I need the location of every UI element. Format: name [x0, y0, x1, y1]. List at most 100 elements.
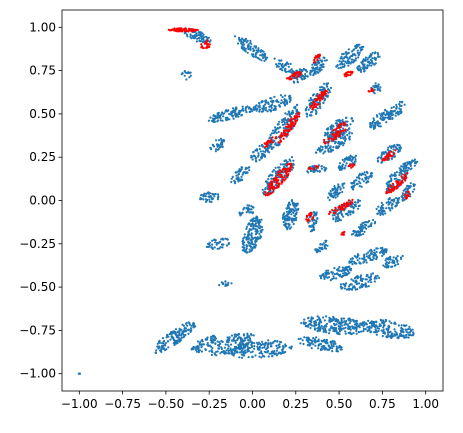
- data-point: [286, 133, 289, 136]
- data-point: [279, 68, 282, 71]
- data-point: [384, 318, 387, 321]
- data-point: [341, 324, 344, 327]
- data-point: [200, 345, 203, 348]
- data-point: [369, 172, 373, 175]
- data-point: [324, 327, 327, 330]
- data-point: [385, 265, 388, 269]
- x-tick-label: 1.00: [412, 397, 439, 411]
- data-point: [330, 130, 333, 134]
- data-point: [315, 211, 318, 214]
- data-point: [339, 166, 342, 169]
- data-point: [371, 120, 375, 123]
- data-point: [349, 157, 352, 160]
- data-point: [320, 165, 323, 168]
- data-point: [354, 154, 358, 157]
- data-point: [405, 328, 408, 331]
- data-point: [324, 272, 327, 275]
- data-point: [325, 315, 328, 318]
- data-point: [399, 104, 402, 107]
- data-point: [371, 258, 374, 261]
- data-point: [343, 64, 346, 67]
- data-point: [275, 131, 278, 135]
- data-point: [362, 254, 366, 257]
- data-point: [236, 115, 239, 118]
- data-point: [233, 349, 237, 353]
- data-point: [374, 325, 377, 329]
- data-point: [340, 129, 343, 133]
- data-point: [250, 234, 253, 237]
- data-point: [313, 61, 316, 64]
- data-point: [402, 331, 405, 334]
- data-point: [315, 112, 318, 115]
- data-point: [250, 343, 253, 346]
- data-point: [279, 94, 283, 97]
- data-point: [363, 69, 366, 72]
- data-point: [263, 59, 266, 63]
- data-point: [247, 356, 250, 359]
- data-point: [262, 105, 265, 108]
- data-point: [338, 143, 341, 146]
- data-point: [391, 259, 394, 262]
- data-point: [263, 350, 266, 353]
- data-point: [174, 341, 177, 345]
- data-point: [309, 69, 312, 72]
- data-point: [231, 348, 234, 351]
- data-point: [270, 344, 273, 348]
- data-point: [329, 211, 332, 214]
- data-point: [329, 190, 332, 193]
- data-point: [256, 343, 259, 346]
- data-point: [221, 145, 224, 148]
- data-point: [270, 106, 273, 109]
- data-point: [231, 339, 234, 342]
- data-point: [322, 272, 325, 276]
- data-point: [227, 242, 230, 245]
- data-point: [192, 321, 195, 325]
- data-point: [382, 251, 386, 254]
- data-point: [401, 254, 404, 258]
- data-point: [241, 173, 244, 176]
- data-point: [207, 245, 211, 248]
- data-point: [402, 189, 405, 192]
- data-point: [188, 76, 191, 79]
- data-point: [382, 209, 385, 212]
- data-point: [270, 180, 273, 183]
- data-point: [242, 248, 246, 251]
- data-point: [206, 39, 209, 42]
- data-point: [278, 104, 281, 107]
- data-point: [400, 324, 403, 327]
- data-point: [209, 116, 212, 119]
- data-point: [359, 262, 362, 265]
- data-point: [351, 263, 354, 266]
- data-point: [290, 123, 294, 126]
- data-point: [365, 170, 368, 174]
- data-point: [399, 147, 402, 150]
- data-point: [281, 216, 285, 219]
- data-point: [317, 347, 320, 350]
- data-point: [366, 326, 369, 329]
- data-point: [206, 344, 210, 347]
- data-point: [380, 161, 383, 164]
- data-point: [361, 278, 364, 281]
- data-point: [270, 132, 273, 135]
- data-point: [282, 221, 285, 224]
- data-point: [210, 335, 213, 338]
- data-point: [356, 322, 359, 325]
- data-point: [258, 110, 261, 113]
- data-point: [332, 217, 335, 220]
- data-point: [348, 158, 351, 162]
- data-point: [331, 132, 334, 136]
- y-tick-label: −0.50: [19, 280, 56, 294]
- data-point: [306, 113, 309, 116]
- data-point: [273, 104, 276, 108]
- data-point: [336, 320, 339, 323]
- data-point: [390, 206, 394, 209]
- data-point: [242, 347, 245, 350]
- data-point: [304, 68, 307, 72]
- data-point: [223, 112, 226, 115]
- data-point: [328, 192, 331, 195]
- data-point: [382, 207, 385, 210]
- data-point: [376, 159, 379, 162]
- data-point: [256, 238, 259, 241]
- data-point: [243, 346, 246, 349]
- data-point: [343, 323, 346, 326]
